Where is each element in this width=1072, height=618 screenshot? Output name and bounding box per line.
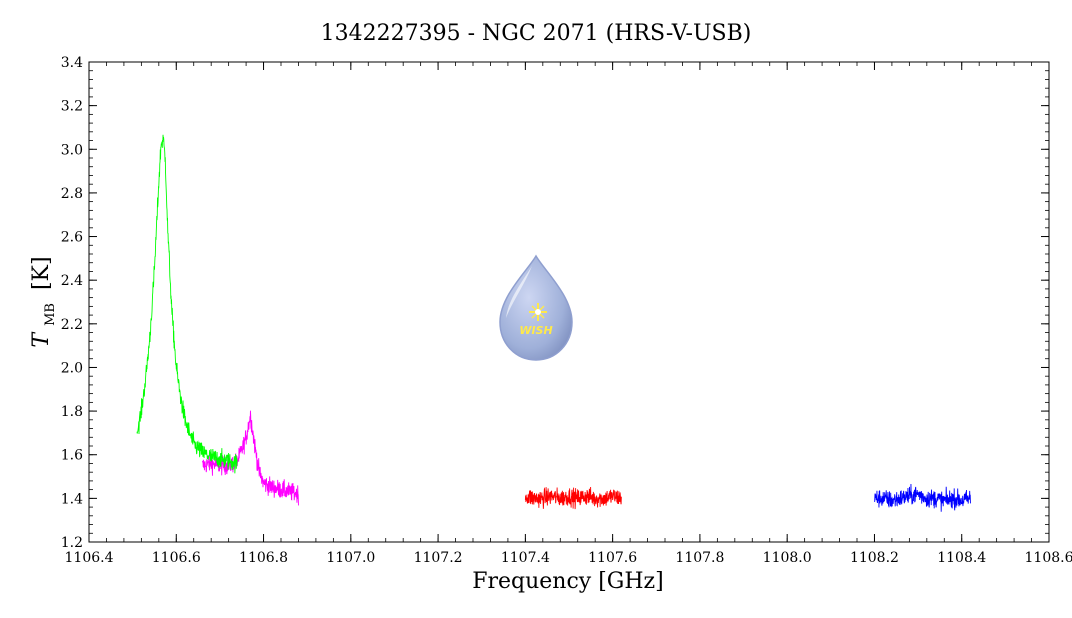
plot-area bbox=[136, 134, 971, 512]
y-tick-label: 2.0 bbox=[61, 360, 83, 376]
x-tick-label: 1107.2 bbox=[414, 550, 463, 566]
x-tick-label: 1106.4 bbox=[65, 550, 114, 566]
series-line-2 bbox=[524, 487, 622, 510]
wish-logo: WISH bbox=[499, 254, 573, 361]
series-line-3 bbox=[874, 483, 971, 512]
y-tick-label: 2.8 bbox=[61, 186, 83, 202]
x-tick-label: 1107.0 bbox=[326, 550, 375, 566]
y-tick-label: 2.6 bbox=[61, 230, 83, 246]
axis-ticks: 1106.4 1106.6 1106.8 1107.0 1107.2 1107.4 1107… bbox=[61, 55, 1072, 566]
series-line-1 bbox=[136, 134, 238, 474]
x-tick-label: 1107.6 bbox=[588, 550, 637, 566]
logo-highlight bbox=[506, 266, 532, 318]
y-axis-label-main: T bbox=[29, 331, 54, 348]
logo-drop-shape bbox=[499, 254, 573, 361]
y-axis-label-unit: [K] bbox=[29, 256, 54, 290]
y-axis-label-sub: MB bbox=[43, 303, 58, 326]
y-tick-label: 3.4 bbox=[61, 55, 83, 71]
y-tick-label: 3.2 bbox=[61, 99, 83, 115]
logo-star-icon bbox=[529, 303, 547, 321]
y-tick-label: 3.0 bbox=[61, 142, 83, 158]
chart-title: 1342227395 - NGC 2071 (HRS-V-USB) bbox=[321, 21, 752, 46]
logo-text: WISH bbox=[519, 324, 552, 337]
x-tick-label: 1106.6 bbox=[152, 550, 201, 566]
x-tick-label: 1108.2 bbox=[850, 550, 899, 566]
x-axis-label: Frequency [GHz] bbox=[472, 569, 664, 594]
x-tick-label: 1108.6 bbox=[1025, 550, 1072, 566]
y-tick-label: 1.2 bbox=[61, 535, 83, 551]
y-tick-label: 1.6 bbox=[61, 448, 83, 464]
plot-frame bbox=[88, 61, 1050, 543]
x-tick-label: 1108.0 bbox=[763, 550, 812, 566]
y-tick-label: 2.2 bbox=[61, 317, 83, 333]
x-tick-label: 1107.4 bbox=[501, 550, 550, 566]
x-tick-label: 1107.8 bbox=[675, 550, 724, 566]
y-tick-label: 2.4 bbox=[61, 273, 83, 289]
x-tick-label: 1106.8 bbox=[239, 550, 288, 566]
y-axis-label: T MB [K] bbox=[29, 256, 60, 347]
y-tick-label: 1.8 bbox=[61, 404, 83, 420]
svg-text:T MB [K]: T MB [K] bbox=[29, 256, 60, 347]
y-tick-label: 1.4 bbox=[61, 491, 83, 507]
x-tick-label: 1108.4 bbox=[937, 550, 986, 566]
